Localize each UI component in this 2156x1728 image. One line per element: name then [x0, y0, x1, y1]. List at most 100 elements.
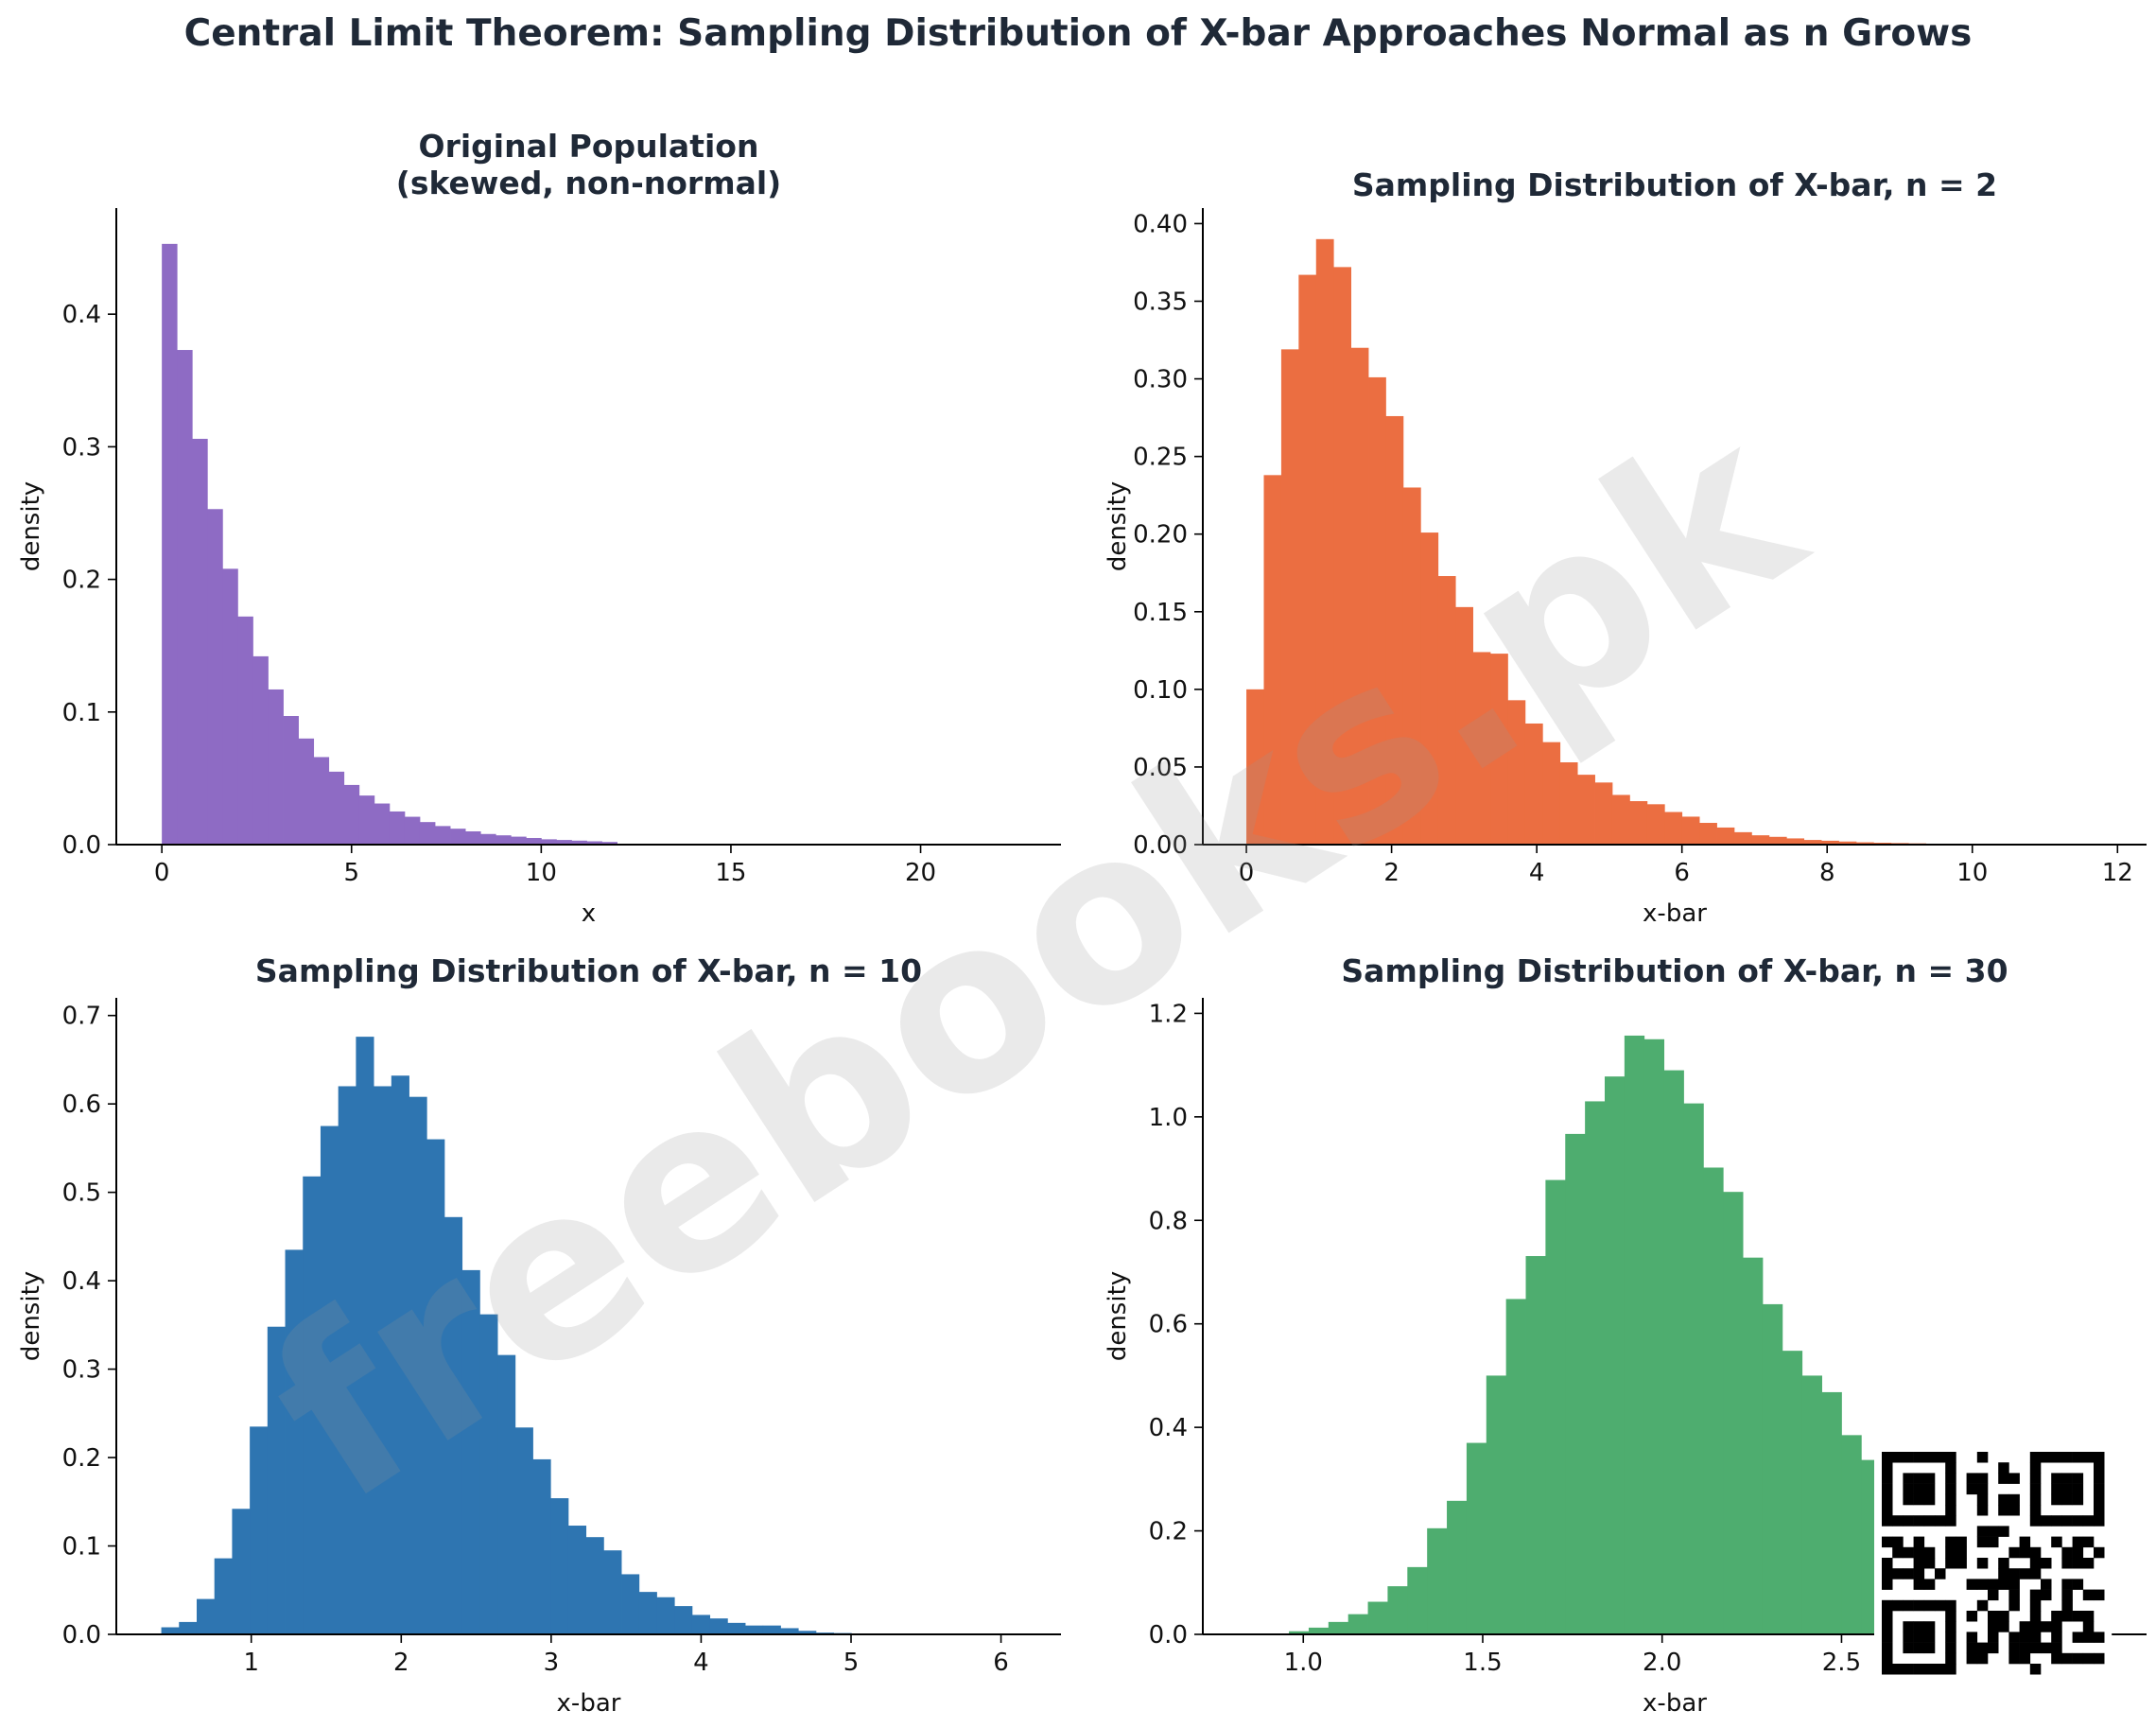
- histogram-bar: [285, 1249, 304, 1634]
- histogram-bar: [179, 1621, 198, 1634]
- histogram-bar: [268, 689, 284, 845]
- qr-module: [2008, 1568, 2020, 1580]
- histogram-bar: [1624, 1035, 1645, 1634]
- qr-module: [2061, 1558, 2073, 1569]
- qr-module: [1913, 1579, 1925, 1590]
- qr-module: [2029, 1642, 2042, 1654]
- histogram-bar: [532, 1458, 551, 1634]
- qr-module: [1903, 1483, 1914, 1495]
- y-tick-label: 0.1: [62, 699, 101, 727]
- histogram-bar: [541, 839, 557, 845]
- y-tick-label: 0.8: [1149, 1207, 1188, 1235]
- y-tick-label: 1.0: [1149, 1104, 1188, 1132]
- qr-module: [2041, 1621, 2052, 1632]
- x-tick-label: 10: [526, 859, 557, 887]
- qr-module: [1966, 1652, 1978, 1665]
- qr-module: [2061, 1589, 2073, 1601]
- qr-module: [1892, 1536, 1904, 1548]
- histogram-bar: [358, 795, 375, 845]
- histogram-bar: [1716, 827, 1735, 845]
- histogram-bar: [1723, 1192, 1744, 1634]
- qr-module: [2008, 1579, 2020, 1590]
- qr-module: [1882, 1611, 1893, 1622]
- qr-module: [2082, 1611, 2095, 1622]
- qr-module: [1945, 1621, 1956, 1632]
- qr-module: [2008, 1599, 2020, 1612]
- qr-module: [2041, 1558, 2052, 1569]
- histogram-bar: [1420, 532, 1439, 845]
- qr-module: [2008, 1652, 2020, 1665]
- histogram-bar: [409, 1096, 427, 1634]
- qr-module: [1988, 1611, 1999, 1622]
- qr-module: [1945, 1558, 1956, 1569]
- histogram-bar: [1629, 801, 1648, 845]
- qr-module: [1913, 1493, 1925, 1506]
- qr-module: [1935, 1599, 1946, 1612]
- histogram-bar: [1743, 1257, 1764, 1634]
- subplot-title: Sampling Distribution of X-bar, n = 10: [255, 952, 922, 989]
- y-tick-label: 0.1: [62, 1533, 101, 1562]
- qr-module: [1903, 1515, 1914, 1527]
- y-tick-label: 0.7: [62, 1003, 101, 1031]
- qr-module: [2061, 1452, 2073, 1463]
- histogram-bar: [338, 1086, 356, 1634]
- y-tick-label: 0.15: [1133, 599, 1188, 627]
- qr-module: [2094, 1589, 2105, 1601]
- qr-module: [2029, 1632, 2042, 1643]
- histogram-bar: [1367, 1601, 1388, 1634]
- qr-module: [1923, 1632, 1936, 1643]
- qr-module: [1923, 1599, 1936, 1612]
- qr-module: [2008, 1632, 2020, 1643]
- histogram-bar: [567, 1526, 587, 1634]
- histogram-bar: [1437, 576, 1456, 845]
- qr-module: [1882, 1568, 1893, 1580]
- qr-module: [2051, 1632, 2062, 1643]
- qr-module: [2051, 1452, 2062, 1463]
- qr-module: [2082, 1536, 2095, 1548]
- qr-module: [1945, 1546, 1956, 1559]
- y-tick-label: 0.0: [62, 1621, 101, 1649]
- qr-module: [2029, 1546, 2042, 1559]
- histogram-bar: [1427, 1527, 1448, 1634]
- histogram-bar: [1505, 1299, 1526, 1634]
- qr-module: [1976, 1452, 1989, 1463]
- qr-module: [1976, 1473, 1989, 1484]
- qr-module: [1998, 1462, 2009, 1474]
- qr-module: [2072, 1473, 2084, 1484]
- x-tick-label: 1.0: [1284, 1649, 1323, 1677]
- qr-module: [1976, 1505, 1989, 1516]
- x-tick-label: 3: [544, 1649, 560, 1677]
- x-tick-label: 2.0: [1643, 1649, 1681, 1677]
- qr-module: [1976, 1483, 1989, 1495]
- histogram-bar: [207, 509, 223, 845]
- qr-module: [2041, 1452, 2052, 1463]
- qr-module: [2061, 1493, 2073, 1506]
- subplot-title: Original Population: [419, 128, 759, 165]
- histogram-bar: [298, 738, 315, 845]
- qr-module: [1945, 1632, 1956, 1643]
- qr-module: [2019, 1621, 2031, 1632]
- qr-module: [1998, 1473, 2009, 1484]
- qr-module: [1998, 1505, 2009, 1516]
- qr-module: [2072, 1483, 2084, 1495]
- qr-module: [1945, 1536, 1956, 1548]
- histogram-bar: [727, 1622, 746, 1634]
- histogram-bar: [1315, 238, 1334, 845]
- histogram-bar: [638, 1592, 657, 1634]
- subplot-4: Sampling Distribution of X-bar, n = 30 1.…: [1104, 952, 2147, 1718]
- qr-module: [2008, 1589, 2020, 1601]
- y-tick-label: 0.25: [1133, 444, 1188, 472]
- histogram-bar: [252, 655, 269, 845]
- x-tick-label: 6: [1674, 859, 1690, 887]
- histogram-bar: [391, 1075, 409, 1634]
- histogram-bar: [1328, 1621, 1349, 1634]
- qr-module: [1923, 1664, 1936, 1675]
- histogram-bar: [603, 1550, 622, 1634]
- qr-module: [2061, 1546, 2073, 1559]
- qr-module: [2029, 1558, 2042, 1569]
- subplot-3: Sampling Distribution of X-bar, n = 10 1 2…: [17, 952, 1061, 1718]
- qr-module: [2072, 1493, 2084, 1506]
- qr-module: [1935, 1568, 1946, 1580]
- histogram-bar: [1664, 812, 1683, 845]
